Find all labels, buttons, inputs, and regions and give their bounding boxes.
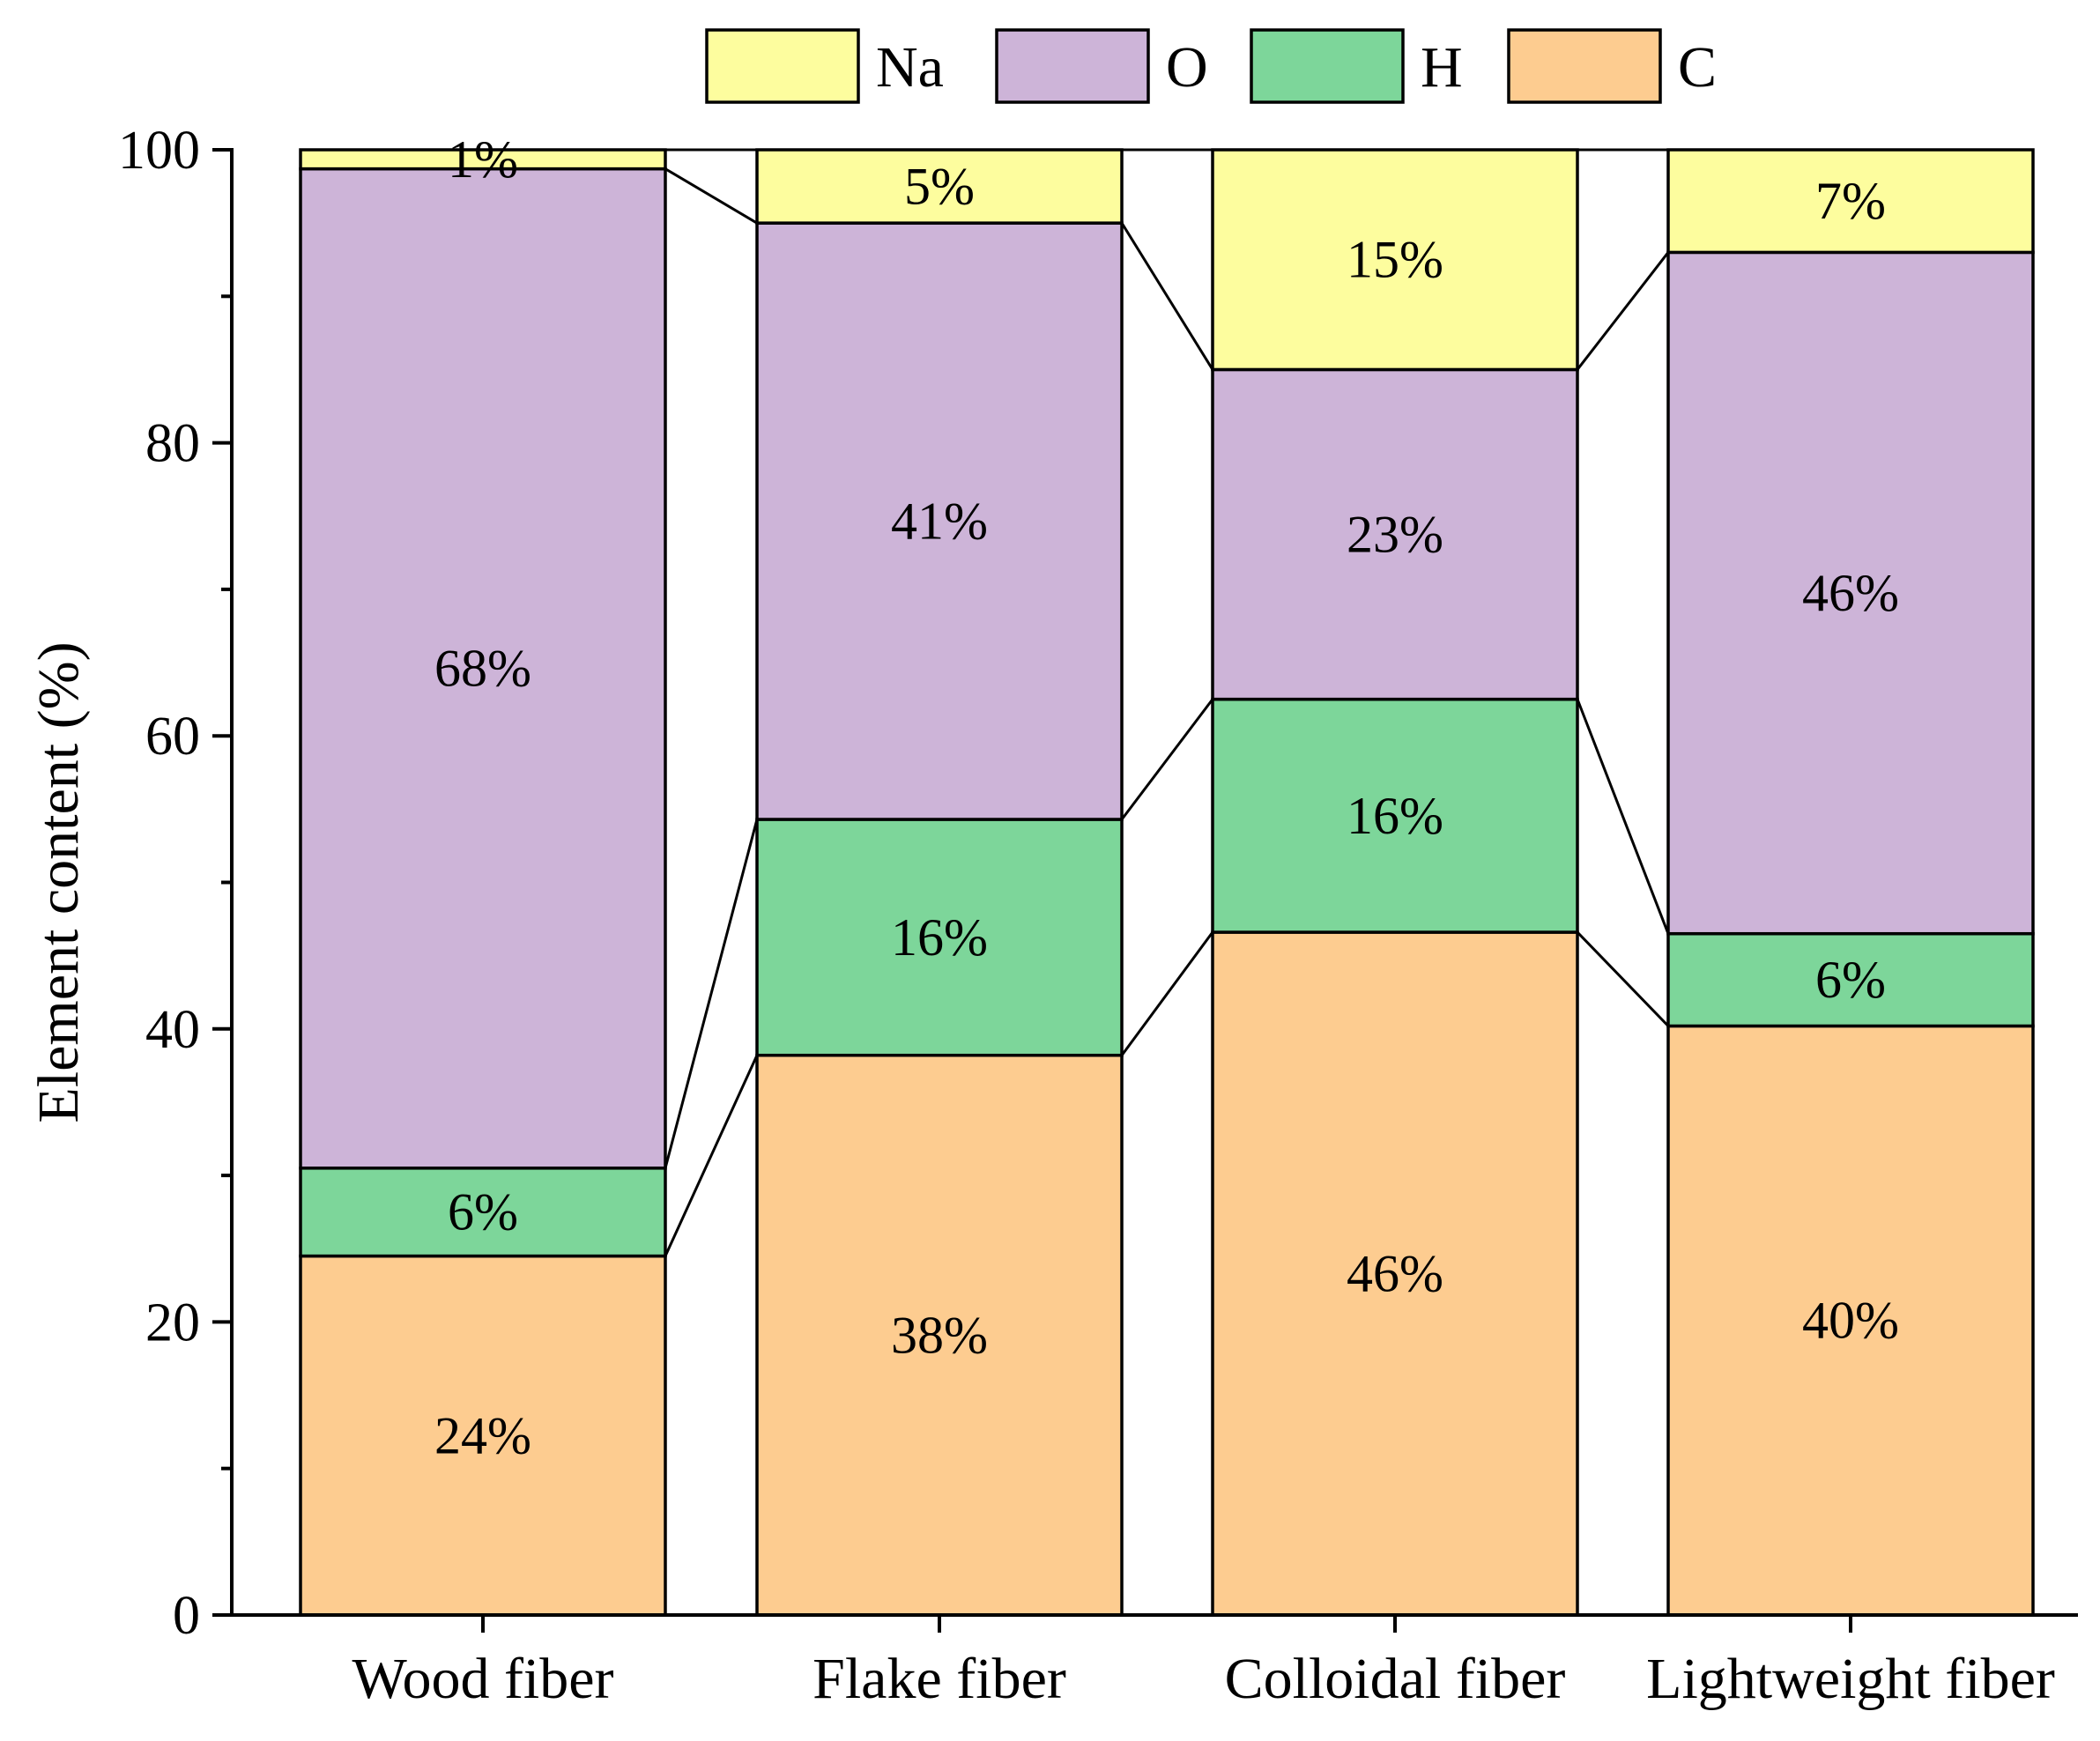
y-tick-label-20: 20 <box>145 1293 200 1352</box>
data-label-lightweight-fiber-na: 7% <box>1815 172 1886 230</box>
data-label-flake-fiber-c: 38% <box>891 1306 988 1364</box>
data-label-colloidal-fiber-na: 15% <box>1347 231 1443 289</box>
x-tick-label-wood-fiber: Wood fiber <box>352 1647 613 1711</box>
legend-label-c: C <box>1678 35 1717 100</box>
connector-flake-fiber-h <box>1120 698 1214 820</box>
data-label-lightweight-fiber-h: 6% <box>1815 951 1886 1009</box>
bar-segment-wood-fiber-c <box>299 1254 667 1617</box>
bar-segment-colloidal-fiber-h <box>1211 697 1579 934</box>
connector-flake-fiber-c <box>1120 931 1214 1056</box>
bar-segment-lightweight-fiber-o <box>1666 250 2035 936</box>
data-label-lightweight-fiber-c: 40% <box>1802 1292 1899 1350</box>
bar-segment-colloidal-fiber-na <box>1211 148 1579 372</box>
connector-colloidal-fiber-o <box>1576 251 1670 371</box>
connector-flake-fiber-o <box>1120 222 1214 371</box>
data-label-lightweight-fiber-o: 46% <box>1802 564 1899 622</box>
bar-segment-flake-fiber-na <box>755 148 1124 225</box>
legend-swatch-c <box>1507 28 1662 104</box>
connector-wood-fiber-o <box>664 167 758 225</box>
connector-colloidal-fiber-c <box>1576 930 1670 1027</box>
data-label-colloidal-fiber-h: 16% <box>1347 787 1443 845</box>
bar-segment-lightweight-fiber-c <box>1666 1024 2035 1617</box>
bar-segment-flake-fiber-o <box>755 221 1124 821</box>
y-axis-title: Element content (%) <box>26 641 91 1122</box>
connector-wood-fiber-h <box>664 819 759 1169</box>
x-tick-label-lightweight-fiber: Lightweight fiber <box>1646 1647 2055 1711</box>
x-tick-label-flake-fiber: Flake fiber <box>813 1647 1066 1711</box>
y-tick-label-0: 0 <box>173 1586 200 1646</box>
data-label-flake-fiber-h: 16% <box>891 908 988 967</box>
axes: 0 20 40 60 80 100 Wood fiber Flake fiber Colloid… <box>118 121 2078 1711</box>
legend-label-na: Na <box>876 35 944 100</box>
connector-wood-fiber-c <box>664 1055 759 1257</box>
legend-swatch-na <box>705 28 860 104</box>
bar-segment-colloidal-fiber-o <box>1211 367 1579 701</box>
data-label-wood-fiber-c: 24% <box>434 1406 531 1464</box>
data-label-flake-fiber-o: 41% <box>891 493 988 551</box>
legend-swatch-o <box>995 28 1150 104</box>
data-label-colloidal-fiber-c: 46% <box>1347 1245 1443 1303</box>
connector-lines <box>664 148 1670 1257</box>
y-tick-label-80: 80 <box>145 414 200 474</box>
y-tick-label-40: 40 <box>145 1000 200 1060</box>
data-label-colloidal-fiber-o: 23% <box>1347 506 1443 564</box>
bar-segment-lightweight-fiber-na <box>1666 148 2035 255</box>
legend-label-h: H <box>1421 35 1463 100</box>
y-axis-title-group: Element content (%) <box>26 641 91 1122</box>
connector-colloidal-fiber-h <box>1576 699 1670 935</box>
legend-label-o: O <box>1166 35 1208 100</box>
bars <box>299 148 2035 1617</box>
data-label-wood-fiber-h: 6% <box>448 1183 518 1241</box>
bar-segment-flake-fiber-c <box>755 1053 1124 1617</box>
y-tick-label-60: 60 <box>145 707 200 767</box>
bar-segment-flake-fiber-h <box>755 818 1124 1057</box>
bar-segment-colloidal-fiber-c <box>1211 930 1579 1617</box>
bar-segment-lightweight-fiber-h <box>1666 931 2035 1028</box>
y-tick-label-100: 100 <box>118 121 200 181</box>
x-tick-label-colloidal-fiber: Colloidal fiber <box>1225 1647 1566 1711</box>
data-label-wood-fiber-na: 1% <box>448 130 518 189</box>
data-label-flake-fiber-na: 5% <box>904 158 975 216</box>
legend-swatch-h <box>1250 28 1405 104</box>
data-label-wood-fiber-o: 68% <box>434 640 531 698</box>
bar-segment-wood-fiber-na <box>299 148 667 171</box>
segment-labels: 24% 6% 68% 1% 38% 16% 41% 5% 46% 16% 23% 15% 40% 6% 46… <box>434 130 1899 1464</box>
legend: Na O H C <box>705 28 1717 104</box>
